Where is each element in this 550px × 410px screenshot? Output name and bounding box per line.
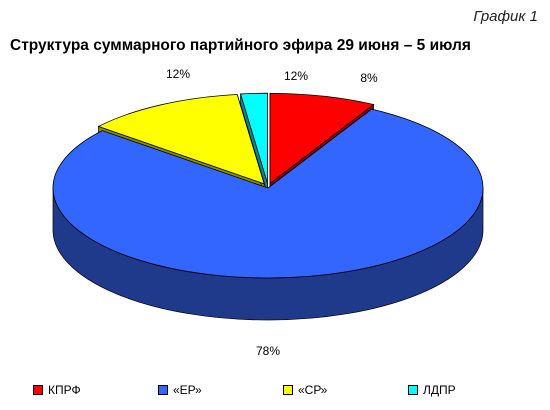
legend: КПРФ «ЕР» «СР» ЛДПР: [33, 383, 533, 403]
legend-item-ldpr: ЛДПР: [408, 383, 456, 397]
legend-item-er: «ЕР»: [158, 383, 202, 397]
legend-swatch-ldpr: [408, 385, 418, 395]
chart-number-label: График 1: [473, 8, 538, 25]
chart-title: Структура суммарного партийного эфира 29…: [10, 37, 471, 54]
pie-slice-kprf: [269, 92, 375, 185]
data-label-sr: 12%: [166, 67, 190, 81]
legend-item-sr: «СР»: [283, 383, 327, 397]
pie-slice-sr: [97, 94, 265, 185]
legend-label-kprf: КПРФ: [48, 383, 81, 397]
legend-label-sr: «СР»: [298, 383, 328, 397]
legend-swatch-kprf: [33, 385, 43, 395]
data-label-ldpr: 12%: [284, 69, 308, 83]
legend-label-er: «ЕР»: [173, 383, 202, 397]
legend-item-kprf: КПРФ: [33, 383, 81, 397]
data-label-er: 78%: [256, 344, 280, 358]
legend-label-ldpr: ЛДПР: [423, 383, 456, 397]
data-label-kprf: 8%: [360, 71, 378, 85]
legend-swatch-sr: [283, 385, 293, 395]
legend-swatch-er: [158, 385, 168, 395]
pie-slice-er: [52, 108, 484, 279]
pie-slice-ldpr: [240, 92, 268, 184]
